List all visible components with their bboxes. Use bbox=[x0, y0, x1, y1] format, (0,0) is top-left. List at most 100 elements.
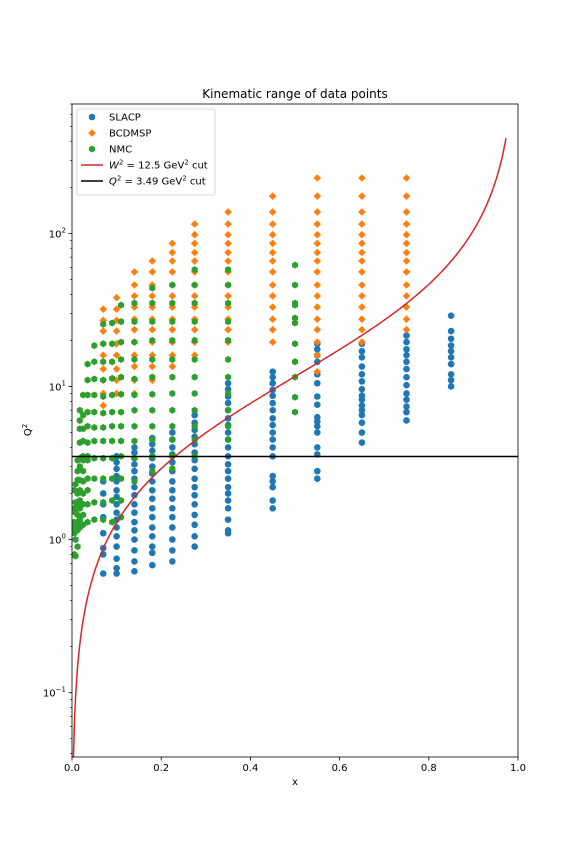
data-point bbox=[403, 365, 410, 373]
data-point bbox=[112, 305, 121, 313]
data-point bbox=[118, 318, 125, 326]
data-point bbox=[169, 547, 176, 554]
data-point bbox=[447, 335, 455, 343]
data-point bbox=[225, 281, 232, 289]
data-point bbox=[268, 220, 277, 228]
legend-label: BCDMSP bbox=[109, 129, 151, 140]
data-point bbox=[225, 266, 232, 274]
data-point bbox=[190, 248, 199, 257]
data-point bbox=[169, 465, 176, 473]
data-point bbox=[269, 392, 277, 400]
legend-marker bbox=[88, 129, 96, 137]
data-point bbox=[314, 393, 321, 400]
data-point bbox=[99, 529, 107, 537]
data-point bbox=[403, 373, 410, 381]
data-point bbox=[109, 475, 116, 483]
data-point bbox=[358, 325, 366, 334]
data-point bbox=[268, 325, 277, 334]
data-point bbox=[80, 511, 87, 519]
data-point bbox=[113, 500, 120, 508]
data-point bbox=[313, 338, 322, 346]
data-point bbox=[224, 526, 232, 534]
data-point bbox=[149, 436, 156, 444]
data-point bbox=[402, 192, 411, 200]
legend: SLACP BCDMSP NMC W2 = 12.5 GeV2 cut Q2 = 3.4… bbox=[76, 108, 216, 196]
data-point bbox=[358, 378, 366, 385]
data-point bbox=[268, 239, 277, 248]
data-point bbox=[109, 319, 116, 327]
data-point bbox=[109, 437, 116, 445]
legend-item: Q2 = 3.49 GeV2 cut bbox=[81, 175, 206, 188]
data-point bbox=[130, 281, 139, 289]
data-point bbox=[314, 444, 321, 451]
data-point bbox=[84, 475, 91, 483]
data-point bbox=[91, 516, 98, 524]
data-point bbox=[358, 363, 366, 370]
data-point bbox=[100, 475, 107, 483]
data-point bbox=[358, 192, 366, 200]
data-point bbox=[84, 391, 91, 399]
x-axis: 0.0 0.2 0.4 0.6 0.8 1.0 bbox=[64, 757, 526, 774]
data-point bbox=[358, 174, 366, 182]
data-point bbox=[269, 497, 277, 504]
plot-frame bbox=[71, 103, 519, 758]
data-point bbox=[118, 390, 125, 398]
data-point bbox=[358, 411, 366, 419]
data-point bbox=[269, 406, 277, 414]
data-point bbox=[313, 268, 322, 276]
data-point bbox=[358, 338, 366, 346]
data-point bbox=[268, 208, 277, 216]
data-point bbox=[291, 281, 299, 289]
data-point bbox=[130, 268, 139, 276]
plot-area bbox=[72, 138, 518, 757]
data-point bbox=[84, 518, 91, 526]
data-point bbox=[224, 257, 232, 265]
data-point bbox=[149, 406, 156, 414]
data-point bbox=[225, 389, 232, 397]
data-point bbox=[358, 239, 366, 248]
data-point bbox=[76, 416, 83, 424]
data-point bbox=[91, 408, 98, 416]
data-point bbox=[169, 513, 176, 521]
x-axis-label: x bbox=[292, 777, 298, 788]
data-point bbox=[100, 393, 107, 400]
data-point bbox=[191, 475, 198, 482]
data-point bbox=[118, 437, 125, 445]
data-point bbox=[191, 543, 198, 550]
data-point bbox=[131, 406, 138, 414]
data-point bbox=[358, 439, 366, 446]
legend-label: Q2 = 3.49 GeV2 cut bbox=[109, 175, 206, 188]
data-point bbox=[130, 325, 139, 334]
data-point bbox=[358, 429, 366, 436]
data-point bbox=[191, 511, 198, 519]
data-point bbox=[268, 303, 277, 311]
data-point bbox=[131, 391, 138, 399]
data-point bbox=[118, 373, 125, 381]
data-point bbox=[191, 411, 198, 419]
data-point bbox=[191, 299, 198, 307]
data-point bbox=[112, 365, 121, 373]
data-point bbox=[313, 192, 322, 200]
data-point bbox=[447, 312, 455, 319]
x-tick-label: 0.2 bbox=[153, 763, 169, 774]
data-point bbox=[131, 500, 138, 508]
data-point bbox=[358, 248, 366, 257]
y-tick-label: 10−1 bbox=[43, 686, 66, 700]
data-point bbox=[291, 393, 299, 401]
data-point bbox=[402, 248, 411, 257]
legend-item: W2 = 12.5 GeV2 cut bbox=[81, 159, 208, 172]
data-point bbox=[131, 526, 138, 534]
data-point bbox=[313, 230, 322, 239]
data-point bbox=[191, 465, 198, 473]
data-point bbox=[112, 293, 121, 302]
y-tick-label: 101 bbox=[49, 379, 66, 393]
data-point bbox=[100, 409, 107, 417]
data-point bbox=[291, 358, 299, 366]
data-point bbox=[402, 268, 411, 276]
w2-cut-line bbox=[72, 138, 507, 757]
data-point bbox=[91, 498, 98, 506]
legend-box bbox=[76, 108, 216, 196]
data-point bbox=[314, 413, 321, 421]
data-point bbox=[99, 365, 108, 373]
data-point bbox=[109, 518, 116, 526]
